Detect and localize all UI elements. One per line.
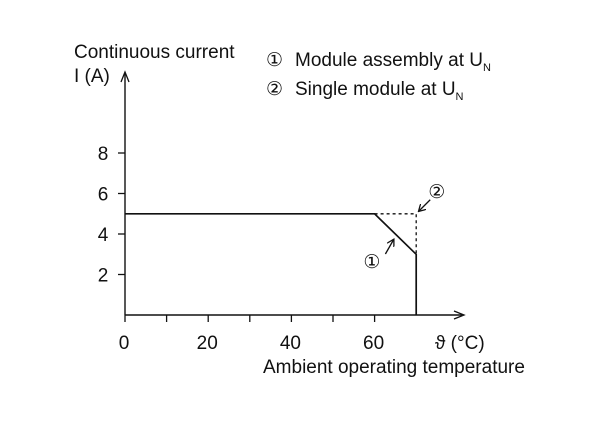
y-tick-label-4: 4 [98, 225, 109, 246]
annotation-2-label: ② [428, 182, 445, 203]
legend: ① Module assembly at UN ② Single module … [266, 50, 491, 103]
x-axis-unit-label: ϑ (°C) [435, 333, 485, 354]
legend-entry-1: Module assembly at UN [295, 50, 491, 74]
x-tick-label-40: 40 [280, 333, 301, 354]
x-axis-arrow-icon [453, 310, 466, 320]
x-tick-label-0: 0 [119, 333, 130, 354]
legend-subscript-2: N [456, 91, 464, 103]
y-tick-label-6: 6 [98, 185, 109, 206]
series-line-2 [374, 213, 417, 255]
y-tick-label-8: 8 [98, 144, 109, 165]
legend-marker-1: ① [266, 50, 283, 71]
legend-text-2: Single module at U [295, 79, 456, 100]
y-axis-label-line1: Continuous current [74, 42, 235, 63]
x-tick-label-20: 20 [197, 333, 218, 354]
legend-text-1: Module assembly at U [295, 50, 483, 71]
series-line-1 [125, 212, 418, 315]
annotation-1-label: ① [363, 252, 380, 273]
legend-entry-2: Single module at UN [295, 79, 464, 103]
legend-subscript-1: N [483, 62, 491, 74]
y-tick-label-2: 2 [98, 266, 109, 287]
x-axis-label: Ambient operating temperature [263, 357, 525, 378]
y-axis-arrow-icon [120, 70, 130, 83]
y-axis-label-line2: I (A) [74, 66, 110, 87]
legend-marker-2: ② [266, 79, 283, 100]
annotation-2-arrow-icon [419, 199, 431, 211]
annotation-1-arrow-icon [384, 240, 393, 255]
x-tick-label-60: 60 [363, 333, 384, 354]
